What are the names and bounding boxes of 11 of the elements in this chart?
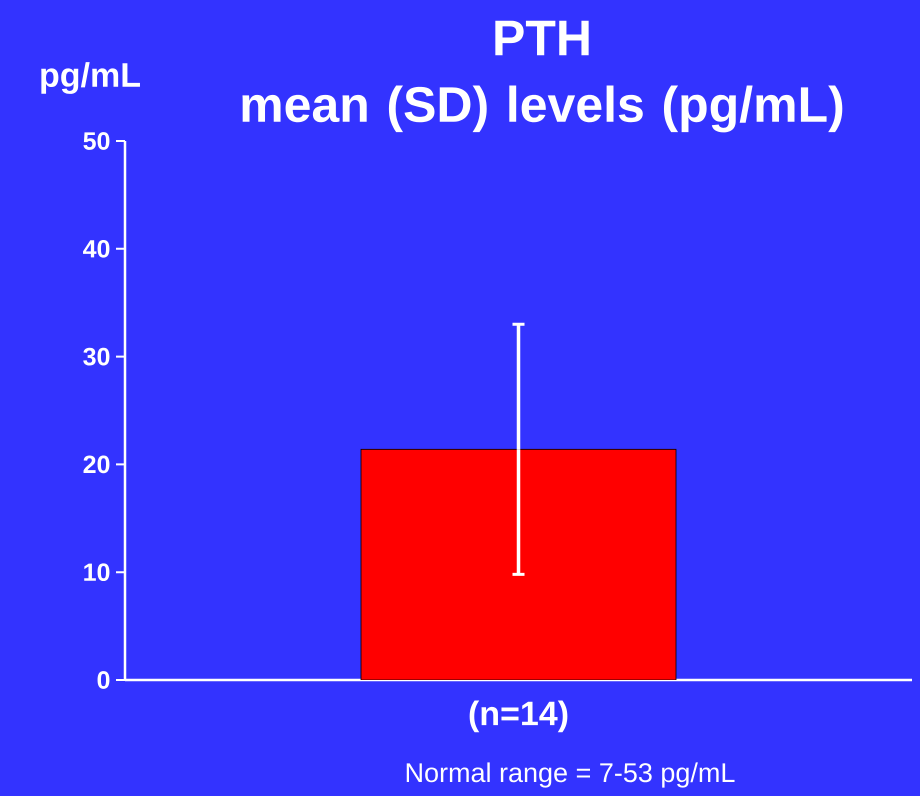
x-tick-label: (n=14) bbox=[470, 700, 568, 732]
y-tick-label: 30 bbox=[83, 348, 110, 366]
y-tick-label: 50 bbox=[83, 132, 110, 150]
y-tick-label: 0 bbox=[98, 671, 110, 689]
chart-title: PTH bbox=[495, 20, 589, 56]
chart-subtitle: mean (SD) levels (pg/mL) bbox=[242, 86, 842, 132]
y-tick-label: 10 bbox=[84, 563, 110, 582]
y-axis-title: pg/mL bbox=[41, 62, 140, 94]
text: Normal range = 7-53 pg/mL bbox=[406, 762, 735, 788]
y-tick-label: 40 bbox=[83, 240, 110, 258]
y-tick-label: 20 bbox=[84, 456, 110, 474]
